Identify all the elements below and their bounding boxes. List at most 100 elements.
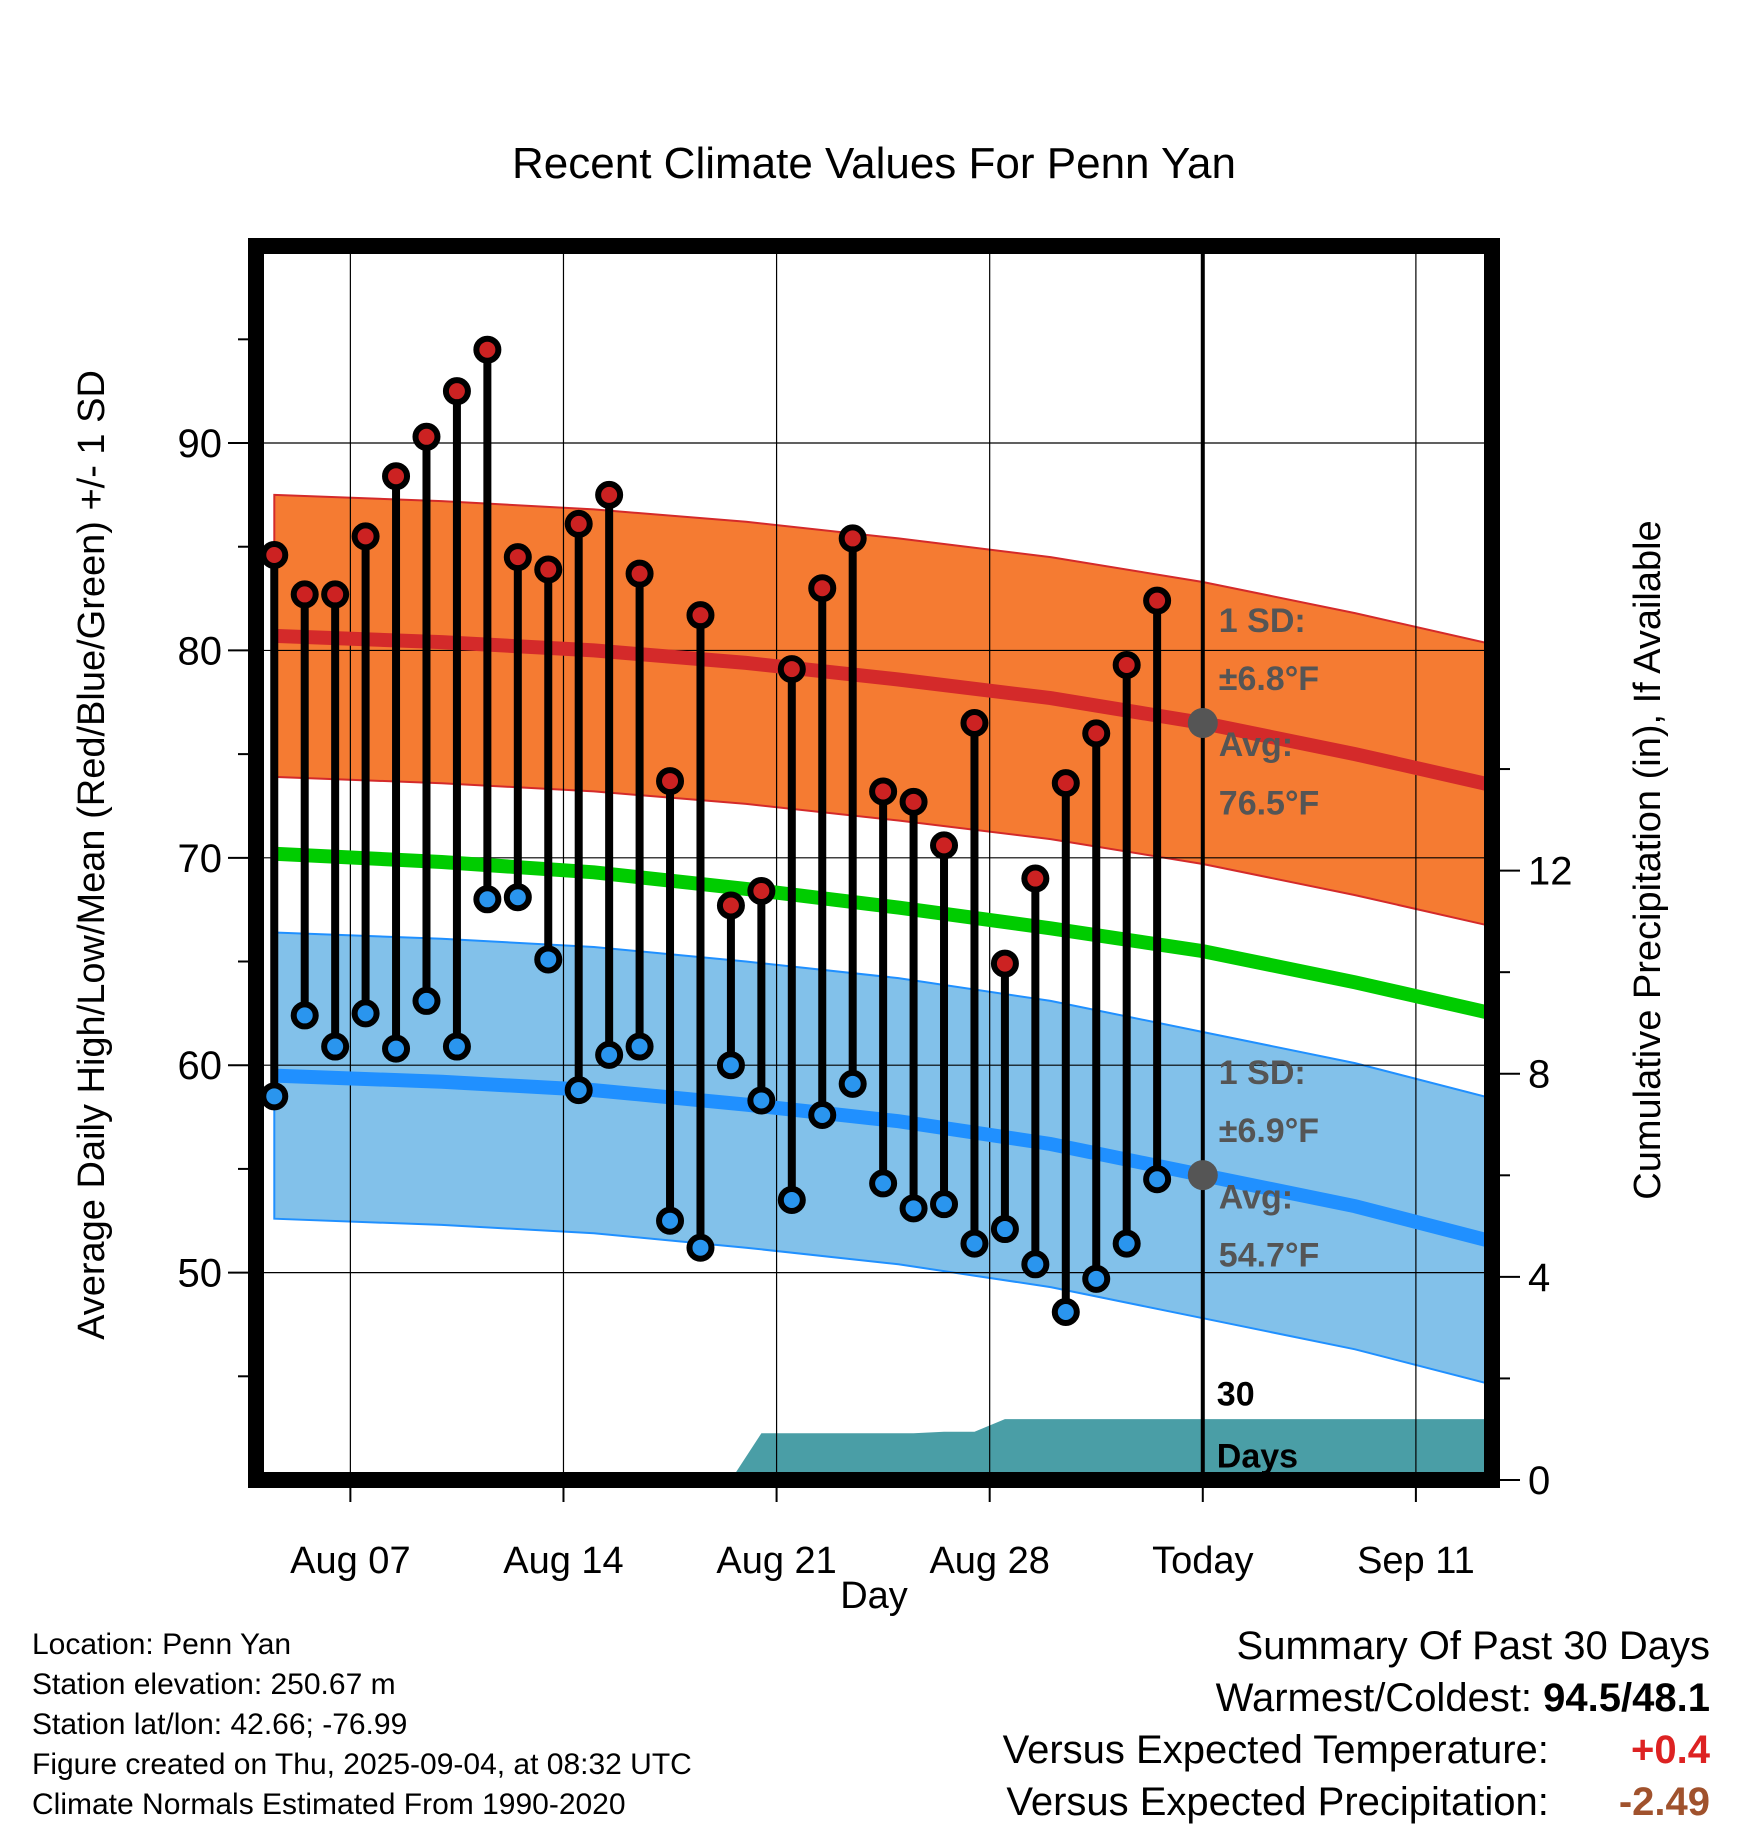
y-axis-label: Average Daily High/Low/Mean (Red/Blue/Gr… <box>71 370 113 1340</box>
daily-low-point <box>564 1076 593 1105</box>
x-tick-label: Aug 21 <box>716 1540 836 1582</box>
daily-low-point <box>595 1040 624 1069</box>
x-tick-label: Aug 14 <box>503 1540 623 1582</box>
high-sd-value: ±6.8°F <box>1219 660 1319 698</box>
summary-title: Summary Of Past 30 Days <box>1236 1624 1710 1668</box>
daily-low-point <box>1082 1264 1111 1293</box>
daily-low-point <box>625 1032 654 1061</box>
daily-low-point <box>716 1051 745 1080</box>
station-info: Location: Penn Yan Station elevation: 25… <box>32 1625 692 1825</box>
daily-high-point <box>1021 864 1050 893</box>
daily-low-point <box>747 1086 776 1115</box>
chart-title: Recent Climate Values For Penn Yan <box>512 139 1236 188</box>
y2-tick-label: 4 <box>1528 1256 1550 1300</box>
normal-high-line <box>274 628 1494 793</box>
daily-high-point <box>747 876 776 905</box>
daily-high-point <box>899 787 928 816</box>
today-high-avg-marker <box>1187 708 1218 739</box>
daily-high-point <box>534 555 563 584</box>
daily-high-point <box>960 709 989 738</box>
daily-high-point <box>321 580 350 609</box>
daily-high-point <box>1112 650 1141 679</box>
y2-tick-label: 0 <box>1528 1459 1550 1503</box>
daily-high-point <box>1051 769 1080 798</box>
today-low-avg-marker <box>1187 1160 1218 1191</box>
elevation-text: Station elevation: 250.67 m <box>32 1668 396 1701</box>
daily-low-point <box>1051 1298 1080 1327</box>
daily-high-point <box>686 601 715 630</box>
daily-high-point <box>564 509 593 538</box>
daily-low-point <box>290 1001 319 1030</box>
days-count-label: 30 <box>1217 1375 1255 1413</box>
daily-low-point <box>260 1082 289 1111</box>
daily-low-point <box>351 999 380 1028</box>
x-tick-label: Sep 11 <box>1357 1540 1475 1582</box>
normal-mean-line <box>273 846 1494 1021</box>
days-word-label: Days <box>1217 1438 1298 1476</box>
plot-area: 1 SD: ±6.8°F Avg: 76.5°F 1 SD: ±6.9°F Avg: 54.7… <box>178 238 1573 1582</box>
high-avg-label: Avg: <box>1219 726 1293 764</box>
x-tick-label: Aug 28 <box>929 1540 1049 1582</box>
warm-cold-value: 94.5/48.1 <box>1543 1676 1710 1720</box>
daily-high-point <box>716 891 745 920</box>
daily-high-point <box>595 480 624 509</box>
x-axis-label: Day <box>840 1575 908 1617</box>
daily-low-point <box>960 1229 989 1258</box>
y-tick-label: 90 <box>178 422 223 466</box>
precip-area <box>730 1419 1492 1480</box>
low-sd-value: ±6.9°F <box>1219 1112 1319 1150</box>
y-tick-label: 60 <box>178 1044 223 1088</box>
summary-temp: Versus Expected Temperature: +0.4 <box>1003 1724 1710 1776</box>
daily-high-point <box>382 462 411 491</box>
plot-frame <box>248 238 1500 1488</box>
y-tick-label: 50 <box>178 1252 223 1296</box>
daily-low-point <box>1143 1165 1172 1194</box>
y-tick-label: 70 <box>178 837 223 881</box>
x-tick-label: Today <box>1152 1540 1253 1582</box>
daily-low-point <box>930 1190 959 1219</box>
low-avg-value: 54.7°F <box>1219 1236 1320 1274</box>
daily-low-point <box>656 1206 685 1235</box>
created-text: Figure created on Thu, 2025-09-04, at 08… <box>32 1748 692 1781</box>
daily-high-point <box>656 767 685 796</box>
y2-axis-label: Cumulative Precipitation (in), If Availa… <box>1627 520 1669 1199</box>
daily-high-point <box>260 541 289 570</box>
daily-low-point <box>382 1034 411 1063</box>
x-tick-label: Aug 07 <box>290 1540 410 1582</box>
climate-chart: Recent Climate Values For Penn Yan 1 SD:… <box>71 139 1669 1617</box>
daily-high-point <box>625 559 654 588</box>
precip-anomaly-label: Versus Expected Precipitation: <box>1006 1780 1549 1824</box>
latlon-text: Station lat/lon: 42.66; -76.99 <box>32 1708 408 1741</box>
daily-low-point <box>1112 1229 1141 1258</box>
daily-low-point <box>534 945 563 974</box>
summary-panel: Summary Of Past 30 Days Warmest/Coldest:… <box>1003 1620 1710 1828</box>
daily-low-point <box>838 1069 867 1098</box>
daily-high-point <box>990 949 1019 978</box>
daily-high-point <box>869 777 898 806</box>
daily-high-point <box>930 831 959 860</box>
daily-high-point <box>1082 719 1111 748</box>
summary-precip: Versus Expected Precipitation: -2.49 <box>1003 1776 1710 1828</box>
daily-high-point <box>838 524 867 553</box>
y2-tick-label: 12 <box>1528 850 1573 894</box>
high-avg-value: 76.5°F <box>1219 784 1320 822</box>
daily-high-point <box>1143 586 1172 615</box>
daily-high-point <box>503 543 532 572</box>
daily-high-point <box>777 655 806 684</box>
daily-high-point <box>473 335 502 364</box>
normals-text: Climate Normals Estimated From 1990-2020 <box>32 1788 626 1821</box>
summary-warm-cold: Warmest/Coldest: 94.5/48.1 <box>1003 1672 1710 1724</box>
temp-anomaly-value: +0.4 <box>1631 1728 1710 1772</box>
daily-low-point <box>686 1233 715 1262</box>
daily-low-point <box>808 1100 837 1129</box>
daily-low-point <box>899 1194 928 1223</box>
y2-tick-label: 8 <box>1528 1053 1550 1097</box>
daily-high-point <box>442 377 471 406</box>
y-tick-label: 80 <box>178 629 223 673</box>
daily-high-point <box>290 580 319 609</box>
location-text: Location: Penn Yan <box>32 1628 292 1661</box>
daily-low-point <box>442 1032 471 1061</box>
daily-low-point <box>412 986 441 1015</box>
temp-anomaly-label: Versus Expected Temperature: <box>1002 1728 1549 1772</box>
normal-low-line <box>274 1068 1494 1249</box>
